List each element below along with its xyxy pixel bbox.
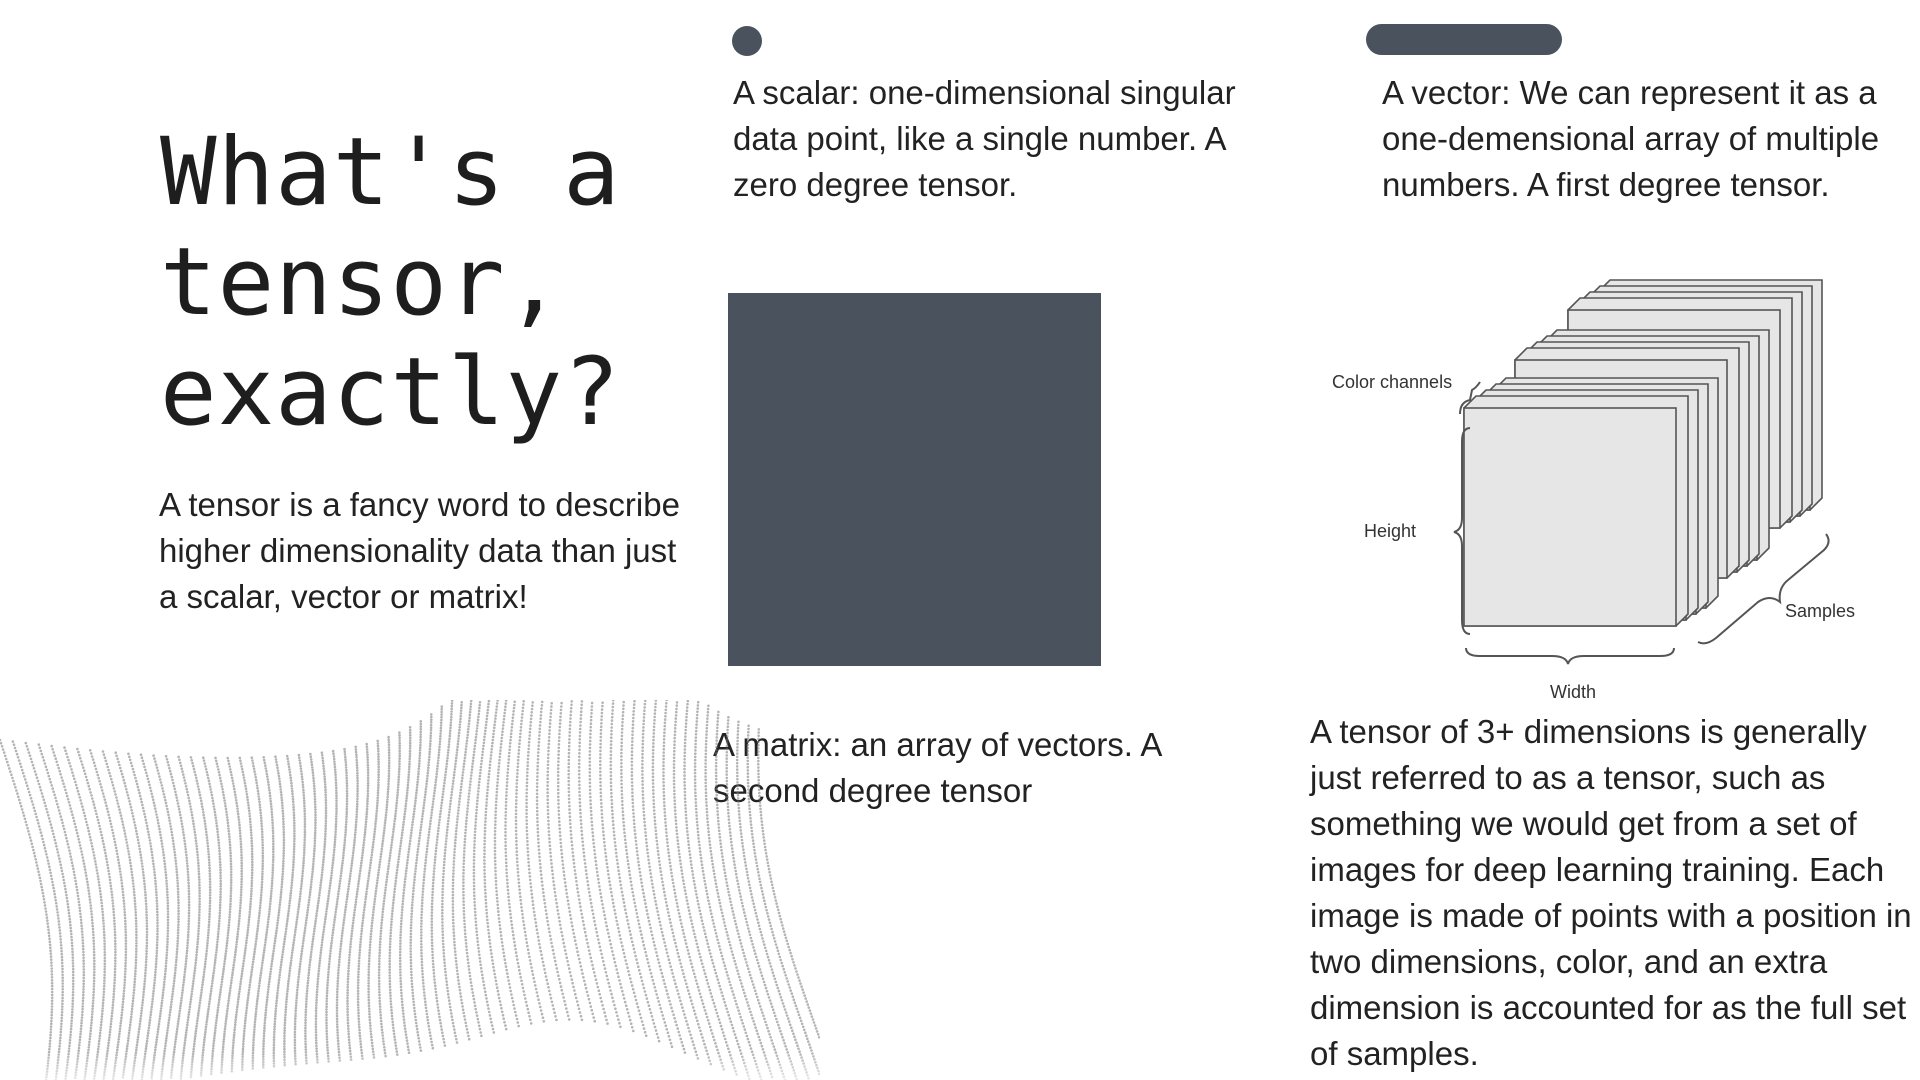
height-brace — [1453, 427, 1471, 635]
matrix-square-shape — [728, 293, 1101, 666]
color-channels-brace — [1459, 381, 1481, 415]
samples-label: Samples — [1785, 601, 1855, 621]
scalar-dot-shape — [732, 26, 762, 56]
dotted-wave-decoration — [0, 700, 820, 1080]
width-label: Width — [1550, 682, 1596, 702]
image-layers — [1463, 279, 1823, 627]
vector-bar-shape — [1366, 24, 1562, 55]
width-brace — [1465, 647, 1675, 665]
vector-description: A vector: We can represent it as a one-d… — [1382, 74, 1880, 203]
scalar-description: A scalar: one-dimensional singular data … — [733, 74, 1236, 203]
tensor-description: A tensor of 3+ dimensions is generally j… — [1310, 713, 1912, 1072]
tensor-image-stack-diagram: Color channels Height Width Samples — [1332, 279, 1855, 702]
samples-brace — [1697, 533, 1830, 645]
matrix-description: A matrix: an array of vectors. A second … — [713, 726, 1161, 809]
image-layer-face — [1463, 407, 1677, 627]
intro-text: A tensor is a fancy word to describe hig… — [159, 486, 680, 615]
height-label: Height — [1364, 521, 1416, 541]
page-title: What's a tensor, exactly? — [160, 118, 621, 447]
color-channels-label: Color channels — [1332, 372, 1452, 392]
